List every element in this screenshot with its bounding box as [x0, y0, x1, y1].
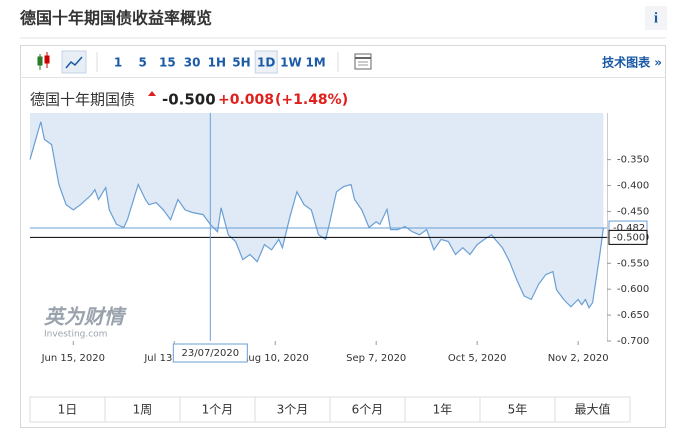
candle-icon[interactable]	[37, 52, 50, 70]
calendar-icon[interactable]	[354, 53, 372, 70]
x-tick-label: Aug 10, 2020	[242, 353, 309, 364]
tech-chart-link[interactable]: 技术图表 »	[602, 55, 662, 70]
interval-button[interactable]: 1M	[305, 56, 325, 70]
interval-button[interactable]: 1D	[257, 56, 275, 70]
x-tick-label: Oct 5, 2020	[448, 353, 507, 364]
widget-frame	[20, 45, 666, 428]
range-button[interactable]: 1周	[133, 403, 153, 417]
quote-change-pct: (+1.48%)	[275, 92, 348, 108]
range-button[interactable]: 6个月	[352, 403, 384, 417]
y-tick-label: -0.600	[617, 284, 649, 295]
range-button[interactable]: 1年	[433, 403, 453, 417]
range-button[interactable]: 1日	[58, 403, 78, 417]
interval-button[interactable]: 5H	[232, 56, 250, 70]
watermark-brand: 英为财情	[44, 305, 127, 329]
quote-name: 德国十年期国债	[30, 91, 135, 109]
crosshair-label: 23/07/2020	[181, 348, 239, 359]
watermark-site: Investing.com	[44, 330, 107, 340]
area-fill	[30, 113, 604, 308]
quote-price: -0.500	[162, 91, 216, 109]
interval-button[interactable]: 1	[114, 56, 122, 70]
range-button[interactable]: 1个月	[202, 403, 234, 417]
range-button[interactable]: 最大值	[574, 402, 610, 417]
interval-button[interactable]: 15	[159, 56, 176, 70]
reference-label: -0.500	[613, 232, 645, 243]
x-tick-label: Nov 2, 2020	[548, 353, 609, 364]
reference-label-box	[608, 229, 648, 245]
line-icon[interactable]	[65, 56, 83, 69]
range-button[interactable]: 5年	[508, 403, 528, 417]
reference-label: -0.482	[613, 223, 645, 234]
y-tick-label: -0.650	[617, 310, 649, 321]
y-tick-label: -0.700	[617, 336, 649, 347]
interval-button[interactable]: 1W	[280, 56, 302, 70]
interval-button[interactable]: 30	[184, 56, 201, 70]
up-arrow	[148, 91, 156, 96]
crosshair-label-box	[172, 343, 248, 363]
y-tick-label: -0.350	[617, 155, 649, 166]
y-tick-label: -0.550	[617, 258, 649, 269]
y-tick-label: -0.450	[617, 206, 649, 217]
info-icon[interactable]: i	[654, 10, 658, 26]
interval-active[interactable]	[254, 50, 278, 74]
quote-change: +0.008	[218, 92, 274, 108]
x-tick-label: Sep 7, 2020	[346, 353, 406, 364]
interval-button[interactable]: 1H	[208, 56, 226, 70]
title: 德国十年期国债收益率概览	[20, 9, 212, 28]
y-tick-label: -0.400	[617, 181, 649, 192]
line-icon-button[interactable]	[61, 50, 87, 74]
price-line	[29, 121, 604, 310]
interval-button[interactable]: 5	[139, 56, 147, 70]
range-button[interactable]: 3个月	[277, 403, 309, 417]
info-button[interactable]	[645, 6, 667, 30]
x-tick-label: Jun 15, 2020	[41, 353, 105, 364]
range-bar: 1日 1周 1个月 3个月 6个月 1年 5年 最大值	[29, 396, 631, 423]
plot: -0.350 -0.400 -0.450 -0.500 -0.550 -0.600 -0.6…	[29, 113, 649, 364]
